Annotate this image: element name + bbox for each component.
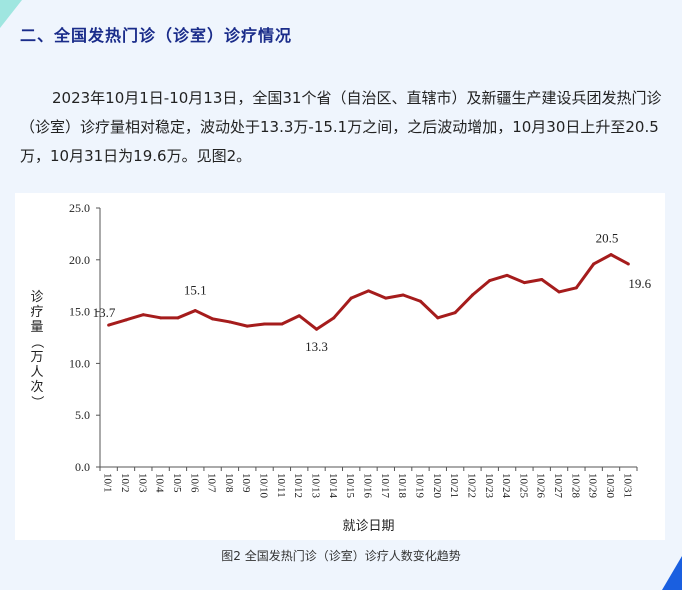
data-point xyxy=(557,290,561,294)
y-axis-title-char: 人 xyxy=(30,365,43,380)
y-tick-label: 0.0 xyxy=(75,460,90,474)
data-point xyxy=(436,316,440,320)
data-point xyxy=(418,299,422,303)
data-label: 20.5 xyxy=(596,231,619,246)
y-tick-label: 20.0 xyxy=(69,253,90,267)
x-tick-label: 10/6 xyxy=(188,473,200,493)
data-label: 13.3 xyxy=(305,339,328,354)
data-point xyxy=(626,262,630,266)
x-tick-label: 10/8 xyxy=(223,473,235,493)
data-label: 13.7 xyxy=(93,305,116,320)
data-point xyxy=(453,311,457,315)
chart-container: 0.0 5.0 10.0 15.0 20.0 25.0 10/1 10/2 10/3 10/4 10… xyxy=(15,193,665,540)
data-point xyxy=(609,253,613,257)
y-tick-label: 5.0 xyxy=(75,408,90,422)
data-point xyxy=(159,316,163,320)
data-point xyxy=(211,317,215,321)
section-paragraph: 2023年10月1日-10月13日，全国31个省（自治区、直辖市）及新疆生产建设… xyxy=(20,89,662,165)
x-tick-label: 10/1 xyxy=(102,473,114,493)
data-point xyxy=(124,318,128,322)
x-tick-label: 10/29 xyxy=(587,473,599,499)
y-tick-label: 10.0 xyxy=(69,356,90,370)
x-tick-label: 10/30 xyxy=(604,473,616,499)
x-tick-label: 10/18 xyxy=(396,473,408,499)
data-point xyxy=(505,273,509,277)
data-point xyxy=(574,286,578,290)
data-point xyxy=(193,309,197,313)
x-tick-label: 10/5 xyxy=(171,473,183,493)
data-label: 15.1 xyxy=(184,283,207,298)
data-point xyxy=(228,320,232,324)
data-point xyxy=(367,289,370,293)
x-tick-label: 10/22 xyxy=(465,473,477,498)
data-point xyxy=(384,296,388,300)
x-tick-label: 10/10 xyxy=(258,473,270,499)
x-tick-label: 10/4 xyxy=(154,473,166,493)
x-tick-label: 10/25 xyxy=(517,473,529,499)
data-point xyxy=(297,314,301,318)
section-heading: 二、全国发热门诊（诊室）诊疗情况 xyxy=(20,26,293,45)
y-axis-title-char: ） xyxy=(29,395,44,408)
data-point xyxy=(280,322,284,326)
y-axis-title-char: （ xyxy=(29,335,44,348)
data-point xyxy=(245,324,249,328)
data-point xyxy=(176,316,180,320)
data-point xyxy=(522,281,526,285)
x-tick-label: 10/12 xyxy=(292,473,304,498)
x-tick-label: 10/24 xyxy=(500,473,512,499)
data-point xyxy=(488,279,492,283)
y-tick-label: 25.0 xyxy=(69,201,90,215)
x-tick-label: 10/14 xyxy=(327,473,339,499)
x-tick-label: 10/16 xyxy=(362,473,374,499)
data-point xyxy=(263,322,267,326)
x-tick-label: 10/31 xyxy=(621,473,633,498)
line-chart: 0.0 5.0 10.0 15.0 20.0 25.0 10/1 10/2 10/3 10/4 10… xyxy=(29,201,652,534)
corner-decoration-top-left xyxy=(0,0,22,28)
x-tick-label: 10/7 xyxy=(206,473,218,493)
x-tick-label: 10/11 xyxy=(275,473,287,498)
data-point xyxy=(401,293,405,297)
x-tick-label: 10/3 xyxy=(136,473,148,493)
y-axis-title-char: 次 xyxy=(30,379,43,395)
x-tick-label: 10/20 xyxy=(431,473,443,499)
y-axis-title-char: 诊 xyxy=(30,290,43,305)
y-axis-title-char: 万 xyxy=(30,350,43,365)
data-point xyxy=(332,316,336,320)
x-tick-label: 10/23 xyxy=(483,473,495,499)
x-tick-label: 10/21 xyxy=(448,473,460,498)
corner-decoration-bottom-right xyxy=(662,556,682,590)
x-tick-label: 10/13 xyxy=(310,473,322,499)
x-tick-label: 10/28 xyxy=(569,473,581,499)
x-tick-label: 10/2 xyxy=(119,473,131,493)
x-tick-label: 10/27 xyxy=(552,473,564,499)
x-tick-label: 10/26 xyxy=(535,473,547,499)
data-point xyxy=(315,327,319,331)
data-point xyxy=(470,293,474,297)
x-tick-label: 10/15 xyxy=(344,473,356,499)
y-axis-title-char: 量 xyxy=(30,320,43,335)
y-axis-title-char: 疗 xyxy=(30,305,43,320)
data-point xyxy=(107,323,111,327)
data-point xyxy=(349,296,353,300)
x-tick-label: 10/9 xyxy=(240,473,252,493)
x-axis-title: 就诊日期 xyxy=(342,519,394,534)
y-tick-label: 15.0 xyxy=(69,305,90,319)
x-tick-label: 10/17 xyxy=(379,473,391,499)
x-tick-label: 10/19 xyxy=(413,473,425,499)
data-point xyxy=(592,262,596,266)
data-label: 19.6 xyxy=(628,276,651,291)
figure-caption: 图2 全国发热门诊（诊室）诊疗人数变化趋势 xyxy=(221,549,461,563)
data-point xyxy=(540,277,544,281)
data-point xyxy=(141,313,145,317)
